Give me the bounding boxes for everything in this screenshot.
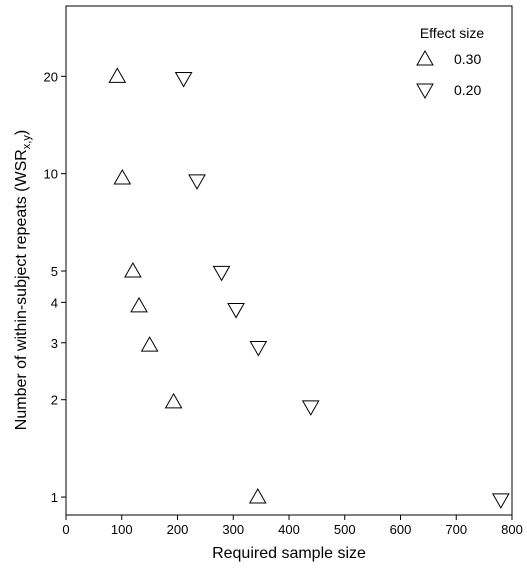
y-tick-label: 4 [51,295,58,310]
legend-label: 0.20 [454,82,481,98]
point-down-triangle [174,71,193,88]
plot-frame [65,5,513,516]
y-tick-label: 10 [44,167,58,182]
point-down-triangle [227,303,245,319]
legend-marker [416,49,434,66]
legend: Effect size 0.30 0.20 [416,25,485,100]
x-tick-label: 800 [501,522,523,537]
point-up-triangle [108,67,127,83]
x-axis-label: Required sample size [212,545,366,562]
point-up-triangle [248,488,267,504]
x-tick-label: 500 [334,522,356,537]
x-tick-label: 100 [111,522,133,537]
x-tick-label: 400 [278,522,300,537]
y-axis-label-end: ) [13,130,30,135]
y-axis: 1 2 3 4 5 10 20 [44,69,66,505]
point-down-triangle [491,493,510,509]
point-down-triangle [212,265,231,282]
data-points [108,67,510,509]
point-down-triangle [301,400,320,416]
y-tick-label: 1 [51,490,58,505]
point-down-triangle [249,341,268,357]
x-tick-label: 600 [390,522,412,537]
point-up-triangle [113,168,132,185]
y-axis-label-subscript: x,y [21,135,33,150]
point-up-triangle [130,296,148,313]
legend-label: 0.30 [454,51,481,67]
series-2 [174,71,510,509]
y-tick-label: 5 [51,264,58,279]
point-up-triangle [124,262,142,278]
x-tick-label: 300 [222,522,244,537]
legend-entries: 0.30 0.20 [416,49,481,100]
x-tick-label: 700 [445,522,467,537]
y-axis-label: Number of within-subject repeats (WSRx,y… [13,130,33,430]
point-down-triangle [188,174,206,190]
point-up-triangle [140,336,159,352]
point-up-triangle [164,392,183,409]
y-axis-label-main: Number of within-subject repeats (WSR [13,149,30,430]
y-tick-label: 20 [44,69,58,84]
series-1 [108,67,267,504]
x-tick-label: 0 [62,522,69,537]
y-tick-label: 3 [51,336,58,351]
legend-marker [416,83,434,100]
x-axis: 0 100 200 300 400 500 600 700 800 [62,515,523,537]
legend-title: Effect size [420,25,485,41]
x-tick-label: 200 [167,522,189,537]
y-tick-label: 2 [51,393,58,408]
